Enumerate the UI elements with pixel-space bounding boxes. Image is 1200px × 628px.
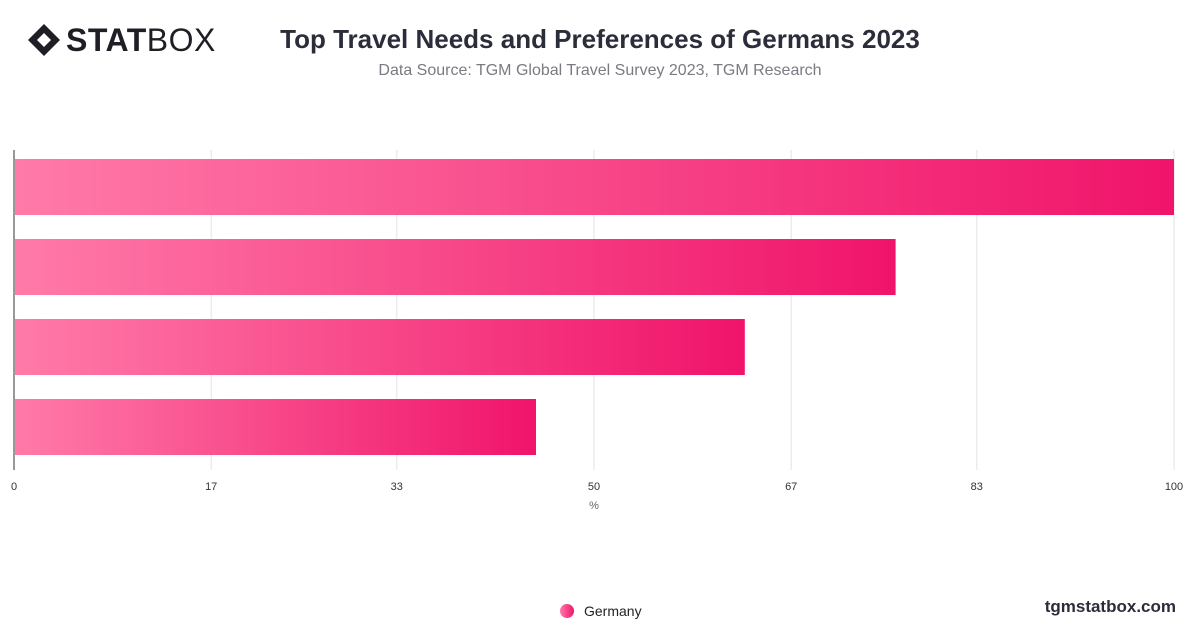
x-tick-label: 100 [1165, 481, 1183, 493]
legend-label-germany: Germany [584, 603, 642, 619]
chart-subtitle: Data Source: TGM Global Travel Survey 20… [378, 62, 822, 79]
x-tick-label: 67 [785, 481, 797, 493]
diamond-logo-icon [28, 24, 60, 56]
legend-marker-germany [560, 604, 574, 618]
legend[interactable]: Germany [560, 603, 642, 619]
logo-text-light: BOX [146, 22, 216, 58]
bar-4[interactable] [15, 399, 536, 455]
website-label: tgmstatbox.com [1044, 597, 1176, 616]
bar-2[interactable] [15, 239, 896, 295]
x-tick-label: 17 [205, 481, 217, 493]
x-tick-label: 33 [391, 481, 403, 493]
x-tick-label: 50 [588, 481, 600, 493]
x-axis-label: % [589, 500, 599, 512]
x-tick-label: 83 [971, 481, 983, 493]
logo-text-bold: STAT [66, 22, 147, 58]
x-tick-label: 0 [11, 481, 17, 493]
statbox-logo: STATBOX [26, 22, 216, 58]
bar-3[interactable] [15, 319, 745, 375]
bar-1[interactable] [15, 159, 1174, 215]
chart-title: Top Travel Needs and Preferences of Germ… [280, 24, 920, 54]
